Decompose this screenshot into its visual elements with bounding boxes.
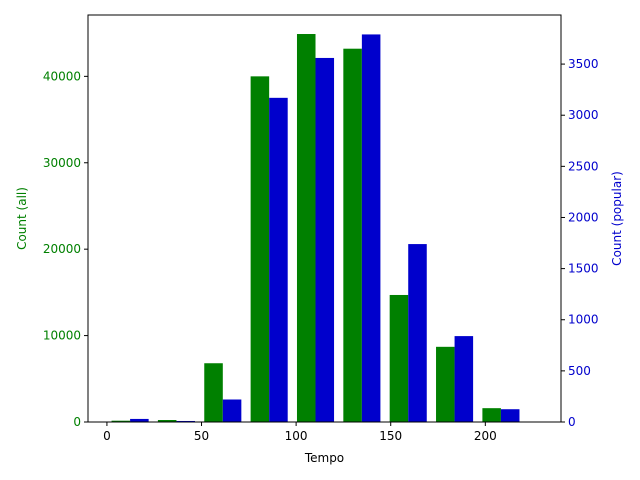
y-right-tick-label-1: 500 bbox=[568, 364, 591, 378]
plot-frame bbox=[87, 14, 562, 423]
y-axis-right: 0 500 1000 1500 2000 2500 3000 3500 bbox=[561, 57, 599, 429]
y-right-tick-label-0: 0 bbox=[568, 415, 576, 429]
bar-all-8 bbox=[482, 408, 501, 422]
y-right-tick-label-7: 3500 bbox=[568, 57, 599, 71]
x-tick-label-1: 50 bbox=[194, 429, 209, 443]
bar-popular-8 bbox=[500, 409, 520, 422]
y-right-tick-label-2: 1000 bbox=[568, 313, 599, 327]
bar-popular-6 bbox=[408, 244, 427, 422]
bar-popular-5 bbox=[361, 34, 381, 423]
x-tick-label-3: 150 bbox=[379, 429, 402, 443]
bar-popular-1 bbox=[176, 420, 195, 422]
bar-all-6 bbox=[389, 294, 409, 422]
y-left-tick-label-3: 30000 bbox=[43, 156, 81, 170]
bar-all-0 bbox=[111, 420, 131, 422]
bar-all-5 bbox=[343, 48, 362, 422]
bar-all-4 bbox=[296, 34, 316, 422]
x-axis-label: Tempo bbox=[304, 451, 344, 465]
y-axis-left: 0 10000 20000 30000 40000 bbox=[43, 69, 88, 429]
bar-popular-4 bbox=[315, 57, 335, 422]
bars-layer bbox=[111, 34, 520, 423]
y-right-tick-label-6: 3000 bbox=[568, 108, 599, 122]
x-tick-label-0: 0 bbox=[103, 429, 111, 443]
bar-popular-0 bbox=[130, 418, 149, 422]
bar-all-2 bbox=[204, 363, 223, 422]
bar-all-7 bbox=[436, 346, 455, 422]
bar-all-1 bbox=[157, 420, 177, 422]
y-right-tick-label-3: 1500 bbox=[568, 262, 599, 276]
y-axis-right-label: Count (popular) bbox=[610, 171, 624, 266]
y-left-tick-label-0: 0 bbox=[73, 415, 81, 429]
x-tick-label-4: 200 bbox=[474, 429, 497, 443]
x-tick-label-2: 100 bbox=[285, 429, 308, 443]
y-left-tick-label-4: 40000 bbox=[43, 69, 81, 83]
bar-all-3 bbox=[250, 76, 270, 422]
bar-popular-2 bbox=[222, 399, 242, 422]
y-right-tick-label-5: 2500 bbox=[568, 159, 599, 173]
y-right-tick-label-4: 2000 bbox=[568, 210, 599, 224]
y-left-tick-label-2: 20000 bbox=[43, 242, 81, 256]
bar-popular-7 bbox=[454, 336, 474, 422]
bar-popular-3 bbox=[269, 97, 288, 422]
y-axis-left-label: Count (all) bbox=[15, 187, 29, 250]
y-left-tick-label-1: 10000 bbox=[43, 329, 81, 343]
x-axis: 0 50 100 150 200 bbox=[103, 422, 497, 443]
